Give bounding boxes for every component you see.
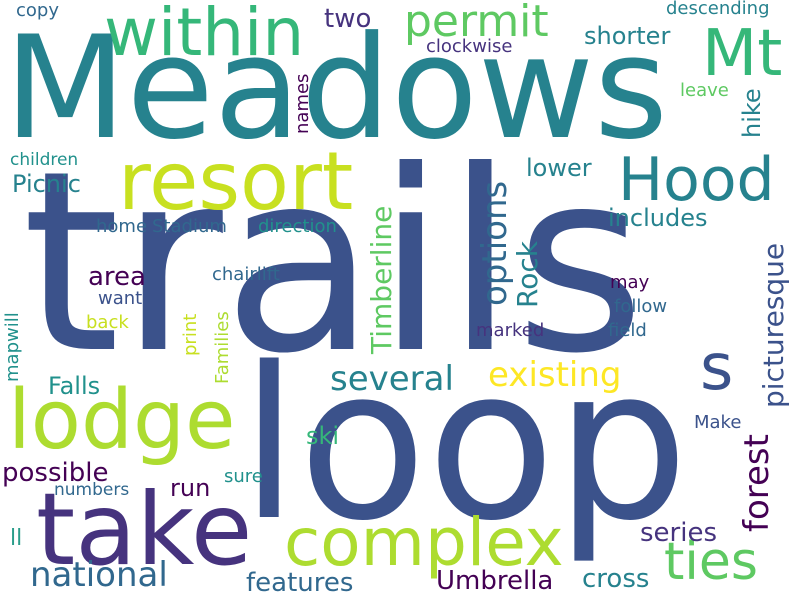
word-options: options xyxy=(475,180,515,306)
word-want: want xyxy=(98,288,143,309)
word-series: series xyxy=(640,518,717,548)
word-loop: loop xyxy=(240,322,689,567)
word-trails: trails xyxy=(22,117,646,408)
word-several: several xyxy=(330,359,454,399)
word-take: take xyxy=(36,471,253,588)
word-will: will xyxy=(2,312,23,342)
word-back: back xyxy=(86,312,129,333)
word-ties: ties xyxy=(664,532,758,592)
word-within: within xyxy=(104,0,305,71)
word-numbers: numbers xyxy=(54,480,130,500)
word-map: map xyxy=(2,342,23,382)
word-stadium: Stadium xyxy=(152,216,227,237)
word-follow: follow xyxy=(614,296,668,317)
word-ll: ll xyxy=(10,526,23,551)
word-umbrella: Umbrella xyxy=(436,566,554,596)
word-s: s xyxy=(700,331,734,405)
word-chairlift: chairlift xyxy=(212,264,280,285)
word-direction: direction xyxy=(258,216,337,237)
word-families: Families xyxy=(212,311,233,384)
word-descending: descending xyxy=(666,0,770,19)
word-names: names xyxy=(292,73,313,134)
word-existing: existing xyxy=(488,355,622,395)
word-children: children xyxy=(10,150,79,170)
word-sure: sure xyxy=(224,466,263,487)
word-clockwise: clockwise xyxy=(426,36,513,57)
word-meadows: Meadows xyxy=(4,6,669,171)
word-possible: possible xyxy=(2,458,109,488)
word-forest: forest xyxy=(737,434,777,532)
word-ski: ski xyxy=(306,422,340,450)
word-picturesque: picturesque xyxy=(757,242,790,408)
word-features: features xyxy=(246,568,354,598)
word-leave: leave xyxy=(680,80,729,101)
word-timberline: Timberline xyxy=(365,205,398,354)
word-complex: complex xyxy=(284,504,564,581)
word-mt: Mt xyxy=(702,17,783,91)
word-picnic: Picnic xyxy=(12,170,81,198)
word-includes: includes xyxy=(608,204,708,232)
word-lodge: lodge xyxy=(8,373,236,468)
word-resort: resort xyxy=(118,135,354,228)
word-field: field xyxy=(608,320,647,341)
word-print: print xyxy=(180,313,201,356)
word-area: area xyxy=(88,262,146,292)
word-permit: permit xyxy=(404,0,549,47)
word-make: Make xyxy=(694,412,742,433)
word-hike: hike xyxy=(738,88,766,138)
word-falls: Falls xyxy=(48,372,101,400)
word-rock: Rock xyxy=(511,241,544,308)
word-cross: cross xyxy=(582,564,650,594)
word-lower: lower xyxy=(526,154,592,182)
word-national: national xyxy=(30,555,168,595)
word-copy: copy xyxy=(16,0,59,21)
word-hood: Hood xyxy=(618,145,775,215)
word-run: run xyxy=(170,474,211,502)
word-shorter: shorter xyxy=(584,22,671,50)
word-home: home xyxy=(96,216,148,237)
word-may: may xyxy=(610,272,650,293)
word-two: two xyxy=(324,4,372,34)
word-marked: marked xyxy=(476,320,545,341)
